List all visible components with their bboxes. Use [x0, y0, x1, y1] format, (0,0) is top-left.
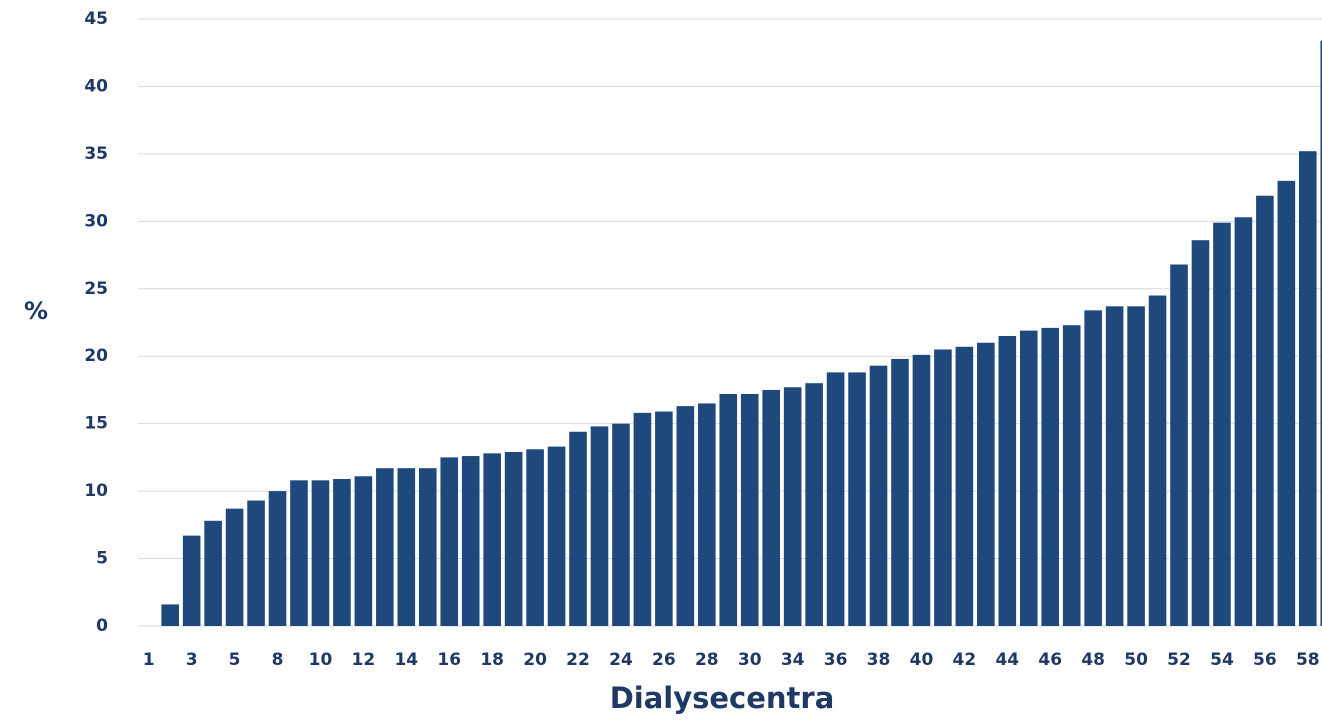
x-tick-label: 16	[437, 650, 461, 670]
y-tick-label: 25	[84, 279, 108, 299]
x-tick-label: 24	[609, 650, 633, 670]
x-tick-label: 54	[1210, 650, 1234, 670]
bar	[612, 423, 630, 626]
bar	[247, 500, 265, 626]
bar	[268, 491, 287, 626]
x-tick-label: 28	[695, 650, 719, 670]
x-tick-label: 8	[272, 650, 284, 670]
bar	[998, 335, 1017, 626]
bar	[1148, 295, 1167, 626]
bar	[655, 411, 673, 626]
y-tick-label: 20	[84, 346, 108, 366]
x-tick-label: 42	[953, 650, 977, 670]
bar	[1127, 306, 1145, 626]
y-tick-label: 15	[84, 414, 108, 434]
bar	[869, 365, 888, 626]
y-tick-label: 0	[96, 616, 108, 636]
bar	[676, 406, 695, 626]
y-tick-label: 40	[84, 76, 108, 96]
y-tick-label: 10	[84, 481, 108, 501]
x-tick-label: 26	[652, 650, 676, 670]
bar	[1062, 325, 1081, 626]
bar	[848, 372, 866, 626]
x-tick-label: 58	[1296, 650, 1320, 670]
bar	[333, 478, 351, 626]
bar	[1299, 151, 1317, 627]
bar	[161, 604, 179, 626]
bar	[805, 383, 823, 626]
x-tick-label: 12	[352, 650, 376, 670]
bar	[182, 535, 201, 626]
bar	[590, 426, 609, 626]
bar	[547, 446, 566, 626]
y-tick-label: 5	[96, 549, 108, 569]
x-axis-label: Dialysecentra	[610, 681, 835, 715]
y-axis-label: %	[24, 297, 48, 325]
x-tick-label: 34	[781, 650, 805, 670]
x-tick-label: 30	[738, 650, 762, 670]
x-tick-label: 18	[480, 650, 504, 670]
x-tick-label: 36	[824, 650, 848, 670]
bar	[376, 468, 394, 626]
bar	[311, 480, 330, 626]
x-tick-label: 1	[143, 650, 155, 670]
x-tick-label: 46	[1038, 650, 1062, 670]
bar	[698, 403, 716, 626]
bar	[934, 349, 952, 626]
bar	[483, 453, 501, 626]
bar	[912, 354, 931, 626]
bar	[1320, 40, 1322, 627]
bar	[526, 449, 544, 626]
x-tick-label: 52	[1167, 650, 1191, 670]
x-tick-label: 44	[995, 650, 1019, 670]
bar	[1234, 217, 1253, 626]
x-tick-label: 5	[229, 650, 241, 670]
bar	[204, 520, 222, 626]
bar	[762, 389, 780, 626]
x-tick-label: 10	[309, 650, 333, 670]
bar	[783, 387, 802, 626]
x-tick-label: 3	[186, 650, 198, 670]
bar	[1256, 195, 1274, 626]
x-tick-label: 38	[867, 650, 891, 670]
x-tick-label: 48	[1081, 650, 1105, 670]
x-tick-label: 20	[523, 650, 547, 670]
bar	[290, 480, 308, 626]
bar	[1041, 327, 1060, 626]
bar	[1019, 330, 1038, 626]
y-tick-label: 45	[84, 9, 108, 29]
bar	[826, 372, 845, 626]
x-tick-label: 22	[566, 650, 590, 670]
bar	[977, 342, 995, 626]
bar	[1213, 222, 1231, 626]
bar	[740, 393, 759, 626]
bar	[1191, 240, 1210, 626]
bar	[397, 468, 416, 626]
bar	[955, 346, 974, 626]
bar	[719, 393, 738, 626]
y-tick-label: 30	[84, 211, 108, 231]
bar	[1170, 264, 1188, 626]
x-tick-label: 56	[1253, 650, 1277, 670]
x-tick-label: 50	[1124, 650, 1148, 670]
bar	[354, 476, 373, 626]
bar	[1277, 180, 1296, 626]
bar	[461, 456, 480, 626]
x-tick-label: 14	[394, 650, 418, 670]
bar	[1105, 306, 1124, 626]
bar	[633, 412, 652, 626]
bar	[504, 451, 523, 626]
bar	[418, 468, 437, 626]
bar	[225, 508, 244, 626]
bar	[891, 358, 909, 626]
x-tick-label: 40	[910, 650, 934, 670]
bar	[1084, 310, 1102, 626]
bar	[569, 431, 587, 626]
y-tick-label: 35	[84, 144, 108, 164]
bar	[440, 457, 459, 626]
